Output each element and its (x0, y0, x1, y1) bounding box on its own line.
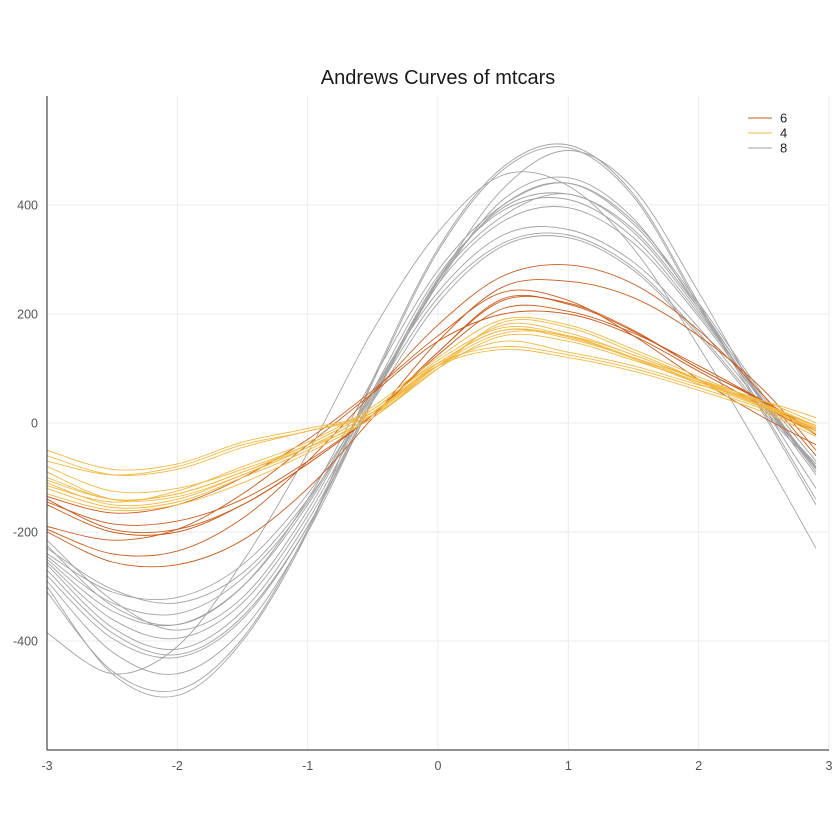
legend-label-4: 4 (780, 126, 787, 141)
curve-series-25 (46, 192, 817, 651)
y-tick-label: -200 (13, 526, 38, 540)
x-tick-label: 3 (826, 759, 833, 773)
axes (46, 96, 829, 751)
chart-title: Andrews Curves of mtcars (321, 67, 556, 89)
curves (46, 143, 817, 698)
curve-series-30 (46, 176, 817, 659)
curve-series-21 (46, 197, 817, 631)
curve-series-26 (46, 182, 817, 656)
curve-series-12 (46, 322, 817, 509)
curve-series-18 (46, 143, 817, 698)
x-tick-label: -1 (302, 759, 313, 773)
legend-label-6: 6 (780, 111, 787, 126)
y-tick-label: 200 (17, 308, 38, 322)
grid (46, 96, 830, 750)
curve-series-5 (46, 289, 817, 514)
curve-series-10 (46, 325, 817, 501)
curve-series-2 (46, 264, 817, 557)
x-tick-label: -3 (41, 759, 52, 773)
x-tick-label: -2 (172, 759, 183, 773)
curve-series-31 (46, 193, 817, 640)
curve-series-13 (46, 319, 817, 512)
curve-series-24 (46, 232, 817, 601)
legend: 648 (748, 111, 787, 156)
y-tick-label: -400 (13, 635, 38, 649)
y-tick-label: 400 (17, 199, 38, 213)
curve-series-20 (46, 171, 817, 675)
curve-series-19 (46, 146, 817, 693)
curve-series-14 (46, 330, 817, 501)
curve-series-1 (46, 294, 817, 536)
x-tick-label: 1 (565, 759, 572, 773)
x-axis-ticks: -3 -2 -1 0 1 2 3 (41, 759, 832, 773)
curve-series-28 (46, 150, 817, 675)
curve-series-15 (46, 316, 817, 503)
curve-series-17 (46, 348, 817, 502)
y-tick-label: 0 (31, 417, 38, 431)
curve-series-22 (46, 182, 817, 626)
curve-series-4 (46, 304, 817, 526)
curve-series-8 (46, 333, 817, 476)
curve-series-27 (46, 206, 817, 627)
curve-series-29 (46, 226, 817, 616)
legend-label-8: 8 (780, 141, 787, 156)
x-tick-label: 0 (435, 759, 442, 773)
curve-series-6 (46, 310, 817, 541)
curve-series-11 (46, 328, 817, 507)
y-axis-ticks: -400 -200 0 200 400 (13, 199, 38, 649)
curve-series-16 (46, 346, 817, 494)
x-tick-label: 2 (695, 759, 702, 773)
